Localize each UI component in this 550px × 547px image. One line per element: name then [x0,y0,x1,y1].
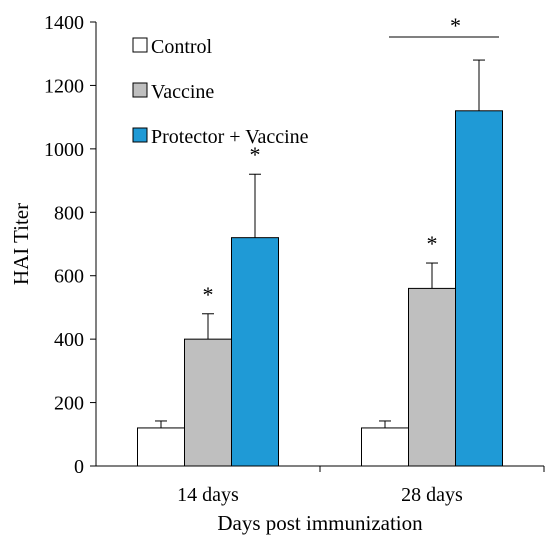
bar [231,237,279,467]
significance-star: * [427,231,438,256]
legend: Control Vaccine Protector + Vaccine [132,36,309,148]
bars [137,110,503,467]
y-tick-label: 600 [54,266,84,288]
y-tick-label: 1000 [44,139,84,161]
y-tick-label: 800 [54,202,84,224]
x-tick-label: 28 days [401,484,463,506]
legend-swatch [132,37,148,53]
legend-swatch [132,127,148,143]
legend-label: Protector + Vaccine [151,126,309,148]
bar [184,338,232,467]
significance-marks: * * * * [203,13,499,307]
bar [408,287,456,467]
bar [137,427,185,467]
y-tick-label: 1400 [44,12,84,34]
significance-star: * [450,13,461,38]
significance-star: * [250,142,261,167]
bar [361,427,409,467]
y-axis-ticks: 0 200 400 600 800 1000 1200 1400 [44,12,96,478]
y-tick-label: 0 [74,456,84,478]
y-tick-label: 1200 [44,75,84,97]
legend-label: Control [151,36,213,58]
y-axis-title: HAI Titer [9,203,33,285]
legend-swatch [132,82,148,98]
x-axis-title: Days post immunization [217,511,423,535]
significance-star: * [203,282,214,307]
error-bars [155,59,485,428]
y-tick-label: 400 [54,329,84,351]
bar [455,110,503,467]
x-axis-labels: 14 days 28 days [177,466,545,506]
y-tick-label: 200 [54,393,84,415]
x-tick-label: 14 days [177,484,239,506]
legend-label: Vaccine [151,81,214,103]
